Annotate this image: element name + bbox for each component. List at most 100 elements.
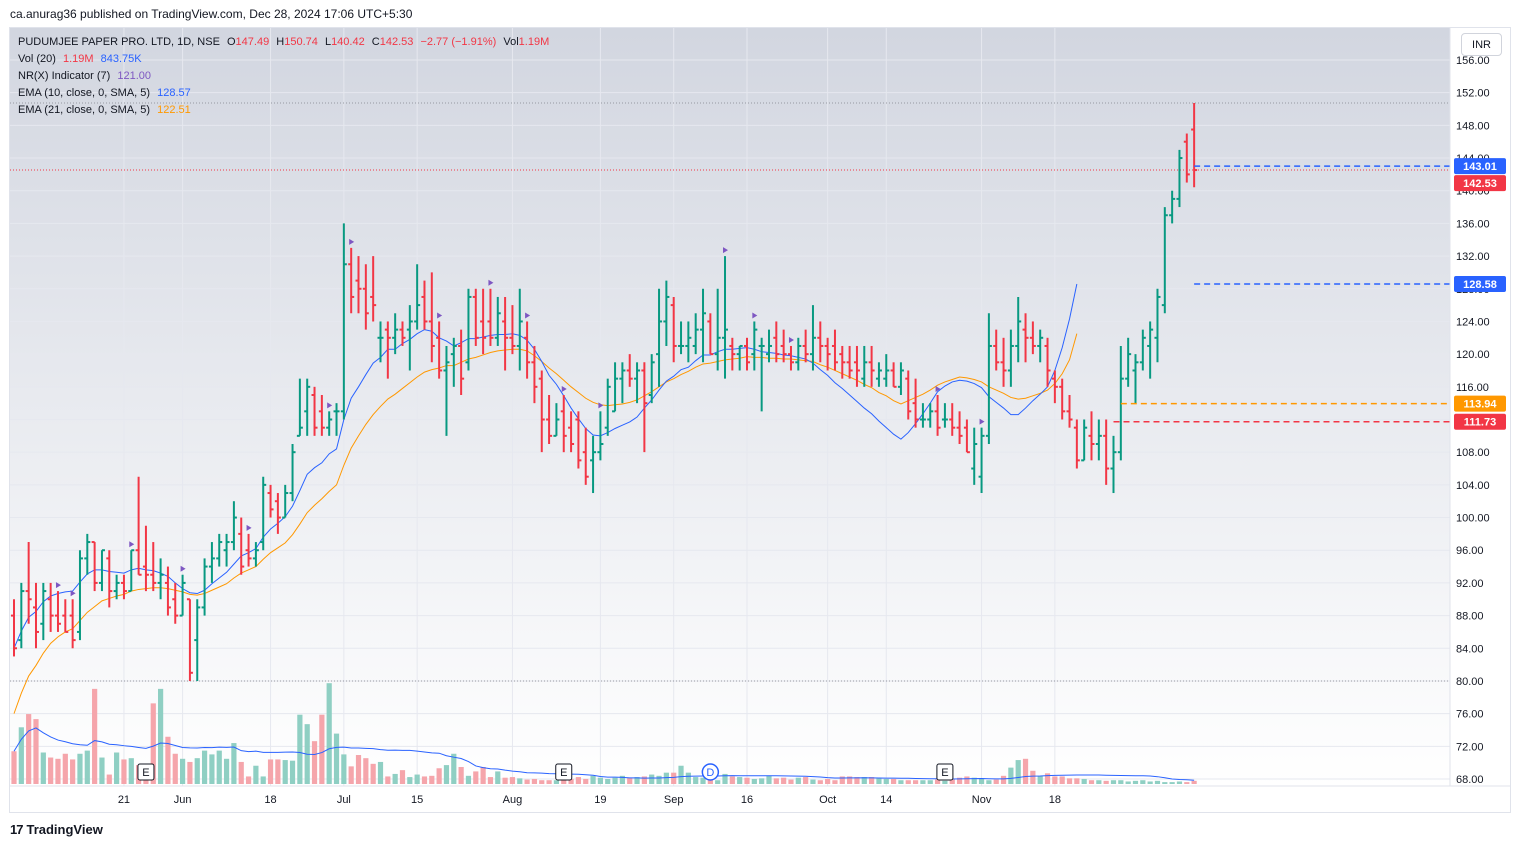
ohlc-bar — [362, 264, 369, 330]
volume-bar — [656, 775, 662, 784]
vol20-label: Vol (20) — [18, 53, 56, 65]
legend-open: O147.49 — [226, 36, 270, 48]
ema10-line — [13, 283, 1078, 649]
legend-nr-row[interactable]: NR(X) Indicator (7) 121.00 — [18, 70, 155, 82]
ohlc-bar — [1161, 207, 1168, 314]
ohlc-bar — [773, 321, 780, 363]
volume-bar — [854, 777, 860, 784]
ohlc-bar — [1169, 190, 1176, 224]
event-marker[interactable]: D — [701, 763, 720, 781]
ohlc-bar — [919, 403, 926, 428]
volume-bar — [99, 757, 105, 784]
price-axis-label-text: 111.73 — [1464, 417, 1496, 429]
volume-bar — [678, 765, 684, 784]
legend-ema21-row[interactable]: EMA (21, close, 0, SMA, 5) 122.51 — [18, 104, 195, 116]
legend-change: −2.77 (−1.91%) — [420, 36, 497, 48]
volume-bar — [1147, 781, 1153, 784]
ohlc-bar — [1147, 321, 1154, 379]
currency-button[interactable]: INR — [1461, 33, 1502, 56]
time-tick-label: 19 — [594, 794, 606, 806]
time-tick-label: 16 — [741, 794, 753, 806]
ohlc-bar — [846, 345, 853, 379]
ohlc-bar — [839, 345, 846, 379]
volume-bar — [737, 777, 743, 784]
plot-background — [10, 28, 1450, 786]
ohlc-bars[interactable] — [11, 102, 1198, 681]
ohlc-bar — [729, 337, 736, 371]
ohlc-bar — [1103, 419, 1110, 485]
volume-bar — [158, 688, 164, 784]
ohlc-bar — [949, 403, 956, 436]
ohlc-bar — [274, 493, 281, 534]
volume-bar — [238, 761, 244, 784]
vol20-value: 1.19M — [62, 53, 94, 65]
event-marker[interactable]: E — [936, 763, 954, 781]
legend-ema10-row[interactable]: EMA (10, close, 0, SMA, 5) 128.57 — [18, 87, 195, 99]
volume-bar — [524, 779, 530, 784]
volume-bar — [883, 778, 889, 784]
nr-label: NR(X) Indicator (7) — [18, 70, 111, 82]
ohlc-bar — [817, 321, 824, 363]
ohlc-bar — [370, 256, 377, 322]
price-axis-label-bg — [1454, 395, 1506, 412]
ohlc-bar — [98, 549, 105, 592]
volume-bar — [619, 775, 625, 784]
volume-bar — [641, 776, 647, 784]
price-axis-label: 142.53 — [1454, 175, 1506, 192]
nr-value: 121.00 — [117, 70, 152, 82]
ohlc-bar — [824, 337, 831, 371]
volume-bar — [956, 777, 963, 784]
event-marker[interactable]: E — [137, 763, 155, 781]
nr-marker — [180, 565, 186, 572]
ohlc-bar — [1059, 378, 1066, 420]
price-tick-label: 136.00 — [1456, 218, 1490, 230]
ohlc-bar — [765, 329, 772, 363]
ohlc-bar — [780, 329, 787, 363]
legend-vol20-row[interactable]: Vol (20) 1.19M 843.75K — [18, 53, 146, 65]
ohlc-bar — [1088, 411, 1095, 461]
price-axis-label: 143.01 — [1454, 158, 1506, 175]
ohlc-bar — [641, 362, 648, 453]
volume-bar — [1154, 780, 1161, 784]
ohlc-bar — [252, 542, 259, 567]
ohlc-bar — [150, 542, 157, 592]
volume-bar — [414, 774, 420, 784]
volume-bar — [260, 776, 266, 784]
price-axis-label-text: 113.94 — [1463, 399, 1497, 411]
volume-bar — [810, 779, 816, 784]
volume-bar — [223, 758, 230, 784]
tradingview-logo: 17 TradingView — [10, 822, 103, 837]
event-marker[interactable]: E — [555, 763, 573, 781]
ohlc-bar — [1132, 354, 1139, 404]
ohlc-bar — [238, 517, 245, 575]
volume-bar — [1176, 781, 1183, 784]
volume-bar — [605, 778, 611, 784]
ohlc-bar — [861, 345, 868, 387]
nr-marker — [598, 402, 604, 409]
ohlc-bar — [216, 533, 223, 567]
volume-bar — [1059, 776, 1065, 784]
volume-bar — [70, 759, 76, 784]
ohlc-bar — [700, 288, 707, 363]
ohlc-bar — [656, 288, 663, 387]
ohlc-bar — [223, 533, 230, 567]
ohlc-bar — [472, 288, 479, 346]
volume-bar — [795, 777, 801, 784]
volume-bar — [1110, 780, 1117, 784]
ohlc-bar — [260, 476, 267, 551]
volume-bar — [289, 760, 296, 784]
volume-bar — [891, 778, 897, 784]
volume-bar — [1125, 781, 1131, 784]
volume-bar — [839, 776, 845, 784]
volume-bar — [48, 757, 54, 784]
volume-bar — [473, 771, 479, 784]
volume-bar — [40, 752, 46, 784]
ohlc-bar — [1191, 102, 1198, 188]
nr-marker — [349, 238, 355, 245]
volume-bar — [671, 772, 677, 784]
ohlc-bar — [560, 394, 567, 453]
ema10-value: 128.57 — [157, 87, 191, 99]
volume-bar — [194, 758, 200, 784]
